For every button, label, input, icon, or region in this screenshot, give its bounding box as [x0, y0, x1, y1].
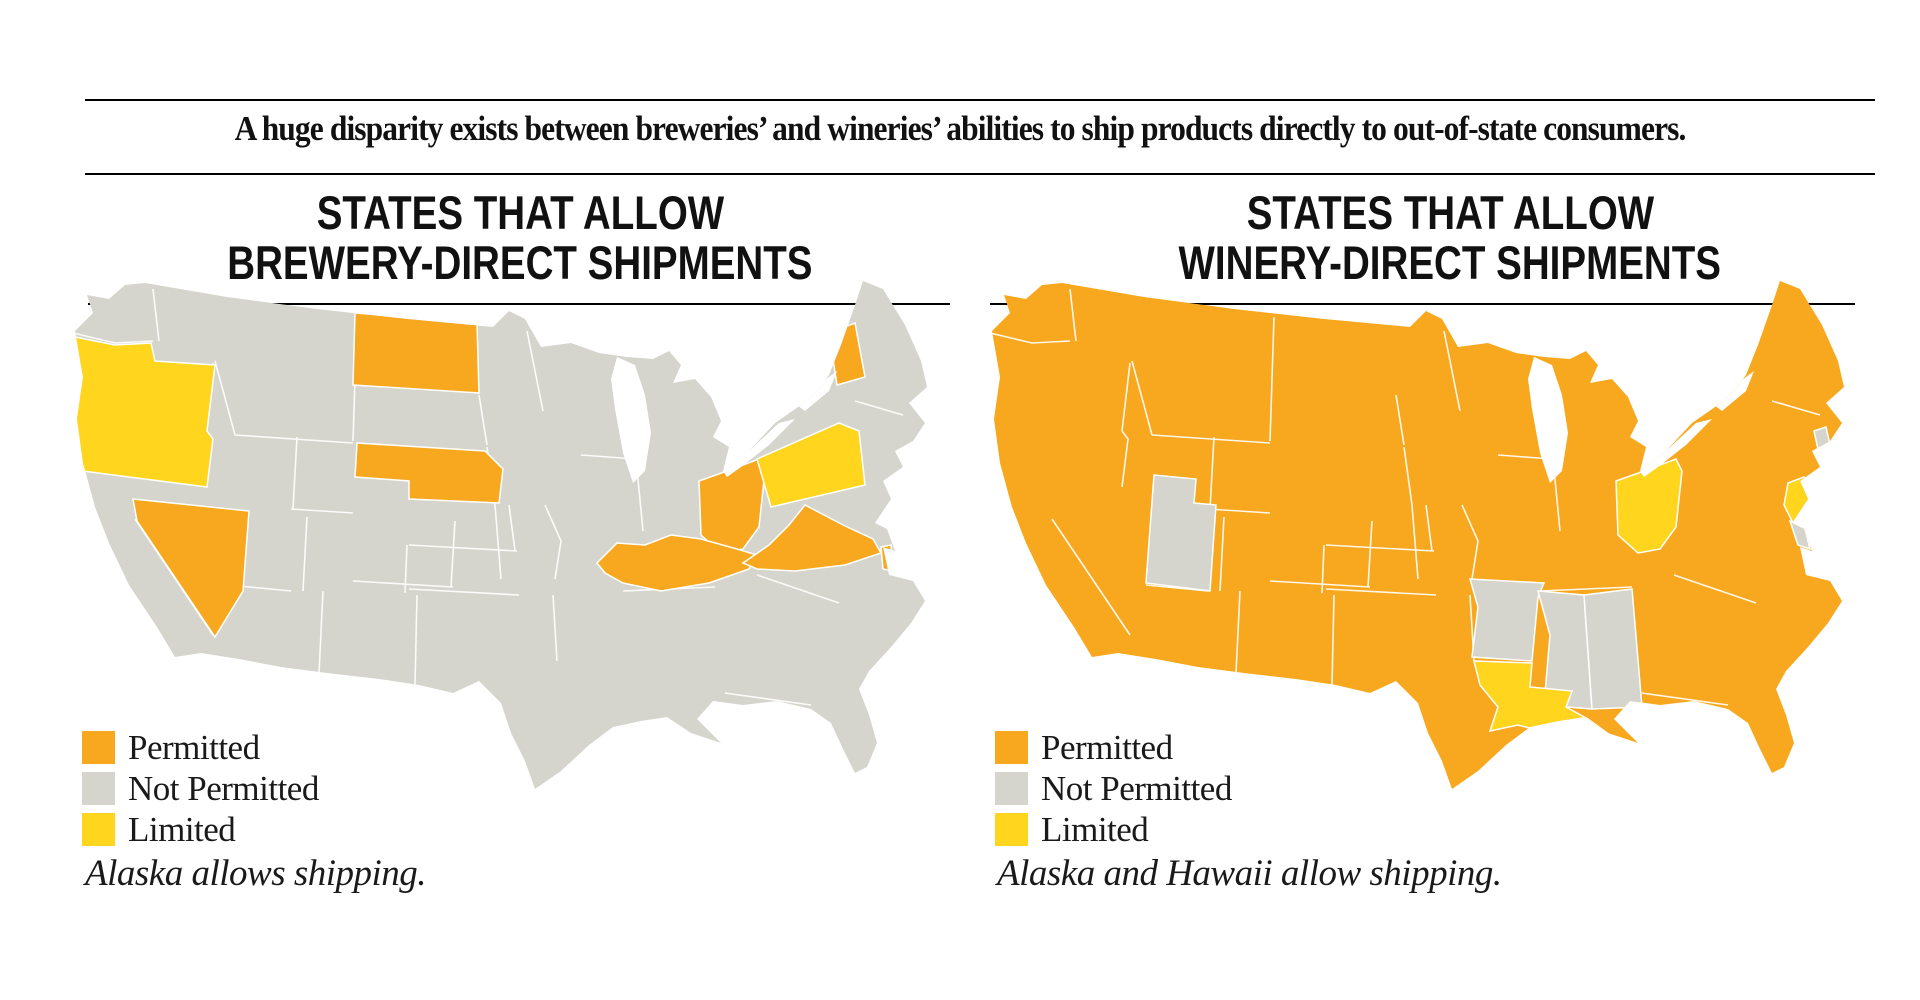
- state-mississippi: [1536, 590, 1593, 710]
- winery-title-line2: WINERY-DIRECT SHIPMENTS: [1178, 236, 1722, 290]
- us-map: [992, 281, 1844, 789]
- top-divider-line: [85, 99, 1875, 101]
- lake-ontario-icon: [797, 371, 837, 411]
- usa-silhouette: [992, 281, 1844, 789]
- brewery-title-line1: STATES THAT ALLOW: [316, 186, 724, 239]
- lake-erie-icon: [723, 419, 795, 477]
- state-oregon: [75, 334, 216, 488]
- headline: A huge disparity exists between brewerie…: [0, 108, 1920, 150]
- limited-swatch-icon: [82, 813, 115, 846]
- permitted-label: Permitted: [128, 727, 260, 767]
- not-permitted-label: Not Permitted: [128, 768, 319, 808]
- lake-erie-icon: [1640, 419, 1712, 477]
- brewery-footnote: Alaska allows shipping.: [85, 853, 427, 894]
- brewery-title-divider-line: [88, 303, 950, 305]
- lake-michigan-icon: [1528, 357, 1568, 483]
- us-states-layer: [992, 288, 1831, 736]
- lake-ontario-icon: [1714, 371, 1754, 411]
- permitted-swatch-icon: [82, 731, 115, 764]
- winery-title-divider-line: [990, 303, 1855, 305]
- headline-bottom-divider-line: [85, 173, 1875, 175]
- headline-text: A huge disparity exists between brewerie…: [234, 109, 1687, 148]
- us-map: [75, 281, 927, 789]
- permitted-label: Permitted: [1041, 727, 1173, 767]
- legend-row-not-permitted: Not Permitted: [995, 768, 1232, 809]
- not-permitted-swatch-icon: [82, 772, 115, 805]
- permitted-swatch-icon: [995, 731, 1028, 764]
- legend-row-limited: Limited: [82, 809, 319, 850]
- state-borders: [992, 288, 1821, 706]
- lake-michigan-icon: [611, 357, 651, 483]
- state-alabama: [1583, 588, 1643, 710]
- state-arkansas: [1468, 578, 1546, 662]
- winery-legend: Permitted Not Permitted Limited: [995, 727, 1232, 850]
- brewery-title-line2: BREWERY-DIRECT SHIPMENTS: [227, 236, 813, 290]
- usa-silhouette: [75, 281, 927, 789]
- winery-footnote: Alaska and Hawaii allow shipping.: [997, 853, 1502, 894]
- not-permitted-label: Not Permitted: [1041, 768, 1232, 808]
- winery-map-title: STATES THAT ALLOW WINERY-DIRECT SHIPMENT…: [970, 186, 1920, 290]
- legend-row-limited: Limited: [995, 809, 1232, 850]
- not-permitted-swatch-icon: [995, 772, 1028, 805]
- brewery-legend: Permitted Not Permitted Limited: [82, 727, 319, 850]
- brewery-map-title: STATES THAT ALLOW BREWERY-DIRECT SHIPMEN…: [40, 186, 1000, 290]
- state-north-dakota: [352, 312, 480, 394]
- limited-swatch-icon: [995, 813, 1028, 846]
- legend-row-not-permitted: Not Permitted: [82, 768, 319, 809]
- winery-map: [974, 273, 1854, 813]
- limited-label: Limited: [1041, 809, 1149, 849]
- state-pennsylvania: [756, 422, 866, 508]
- legend-row-permitted: Permitted: [82, 727, 319, 768]
- brewery-map: [57, 273, 937, 813]
- state-nevada: [132, 498, 250, 639]
- legend-row-permitted: Permitted: [995, 727, 1232, 768]
- limited-label: Limited: [128, 809, 236, 849]
- state-nebraska: [354, 442, 504, 504]
- state-utah: [1145, 474, 1217, 592]
- us-states-layer: [75, 288, 904, 706]
- winery-title-line1: STATES THAT ALLOW: [1246, 186, 1654, 239]
